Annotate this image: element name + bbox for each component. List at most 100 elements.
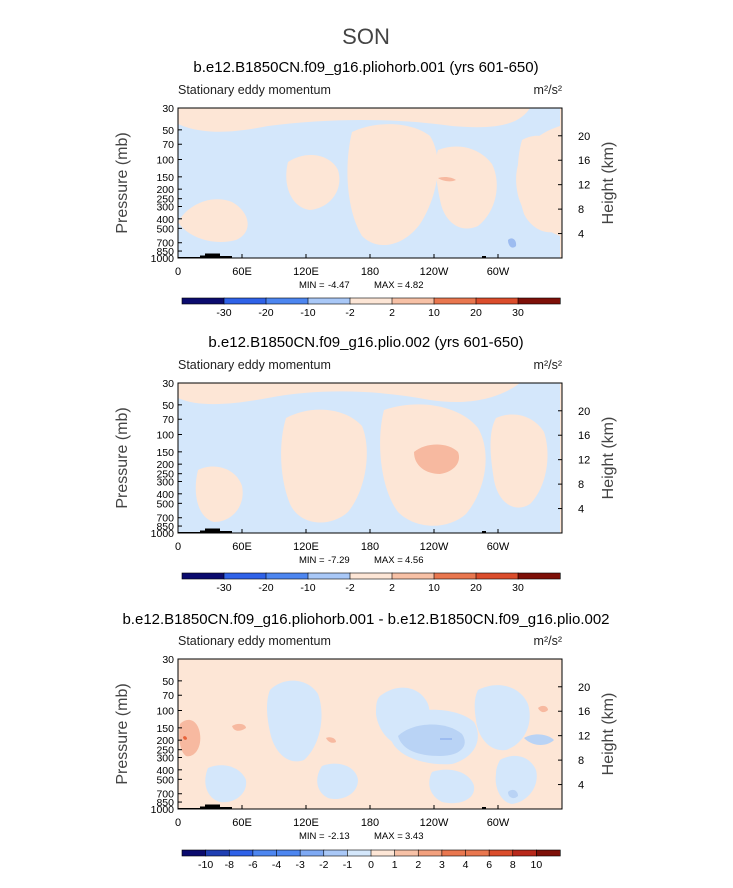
colorbar-bin	[223, 297, 267, 305]
height-tick-label: 8	[578, 204, 584, 216]
contour-field	[178, 659, 560, 809]
y-tick-label: 70	[162, 690, 174, 702]
colorbar-label: 20	[470, 307, 482, 319]
contour-patch-warm	[281, 409, 367, 523]
colorbar-label: -2	[345, 307, 354, 319]
x-tick-label: 0	[175, 817, 181, 829]
contour-patch-warm2	[326, 737, 336, 743]
colorbar-label: 3	[439, 859, 445, 871]
y-tick-label: 850	[156, 797, 174, 809]
colorbar-label: -4	[272, 859, 281, 871]
height-tick-label: 16	[578, 155, 590, 167]
topography	[482, 531, 486, 533]
panel-subtitle: Stationary eddy momentum	[178, 83, 331, 97]
x-tick-label: 180	[361, 817, 379, 829]
panel-units: m²/s²	[534, 634, 562, 648]
contour-patch-cold2	[524, 734, 554, 745]
panel-subtitle: Stationary eddy momentum	[178, 358, 331, 372]
contour-patch-cold2	[398, 724, 465, 756]
contour-field	[178, 383, 560, 533]
contour-patch-cold2	[508, 789, 518, 799]
height-tick-label: 8	[578, 755, 584, 767]
contour-patch-cold	[205, 765, 247, 803]
y-tick-label: 30	[162, 378, 174, 390]
topography	[178, 253, 232, 258]
y-tick-label: 200	[156, 459, 174, 471]
contour-patch-warm2	[232, 723, 246, 731]
panel-1: b.e12.B1850CN.f09_g16.pliohorb.001 (yrs …	[114, 59, 617, 319]
y-tick-label: 700	[156, 238, 174, 250]
colorbar-bin	[512, 849, 537, 857]
height-tick-label: 8	[578, 479, 584, 491]
colorbar-bin	[181, 572, 225, 580]
panel-units: m²/s²	[534, 83, 562, 97]
height-tick-label: 4	[578, 780, 584, 792]
colorbar-label: 2	[389, 582, 395, 594]
x-tick-label: 120W	[420, 541, 449, 553]
colorbar-bin	[417, 849, 443, 857]
colorbar-label: -6	[248, 859, 257, 871]
contour-patch-cold	[317, 763, 358, 800]
contour-patch-warm	[435, 146, 497, 229]
contour-patch-warm	[178, 383, 520, 405]
y-axis-label: Pressure (mb)	[114, 683, 131, 784]
height-tick-label: 20	[578, 406, 590, 418]
colorbar-label: -30	[216, 307, 231, 319]
contour-patch-warm	[178, 199, 248, 242]
height-tick-label: 4	[578, 229, 584, 241]
y-tick-label: 250	[156, 745, 174, 757]
y-tick-label: 1000	[151, 528, 175, 540]
colorbar-label: 10	[428, 582, 440, 594]
colorbar-bin	[391, 572, 435, 580]
contour-patch-warm2	[414, 444, 460, 474]
y-tick-label: 30	[162, 654, 174, 666]
y-tick-label: 150	[156, 447, 174, 459]
y-tick-label: 200	[156, 184, 174, 196]
y-tick-label: 850	[156, 521, 174, 533]
panel-3: b.e12.B1850CN.f09_g16.pliohorb.001 - b.e…	[114, 611, 617, 871]
y-tick-label: 400	[156, 765, 174, 777]
x-tick-label: 120E	[293, 266, 319, 278]
contour-patch-warm4	[183, 736, 187, 740]
colorbar-bin	[299, 849, 325, 857]
x-tick-label: 60W	[487, 266, 510, 278]
y-tick-label: 100	[156, 155, 174, 167]
x-tick-label: 60E	[232, 266, 252, 278]
colorbar-bin	[475, 297, 519, 305]
colorbar-label: -1	[343, 859, 352, 871]
y-axis-label: Pressure (mb)	[114, 407, 131, 508]
stats-min-label: MIN =	[299, 555, 325, 566]
colorbar-bin	[307, 297, 351, 305]
colorbar-bin	[465, 849, 490, 857]
colorbar-label: 8	[510, 859, 516, 871]
season-title: SON	[342, 24, 390, 49]
colorbar-label: -3	[295, 859, 304, 871]
y-tick-label: 250	[156, 469, 174, 481]
y-tick-label: 500	[156, 223, 174, 235]
height-tick-label: 16	[578, 706, 590, 718]
y-tick-label: 70	[162, 139, 174, 151]
height-tick-label: 4	[578, 504, 584, 516]
y-tick-label: 300	[156, 201, 174, 213]
colorbar-bin	[265, 572, 309, 580]
y-tick-label: 400	[156, 214, 174, 226]
colorbar-bin	[433, 572, 477, 580]
colorbar-label: -20	[258, 307, 273, 319]
colorbar-label: -2	[345, 582, 354, 594]
colorbar-bin	[475, 572, 519, 580]
y-tick-label: 150	[156, 172, 174, 184]
colorbar-bin	[517, 572, 561, 580]
x-tick-label: 0	[175, 266, 181, 278]
x-tick-label: 60E	[232, 817, 252, 829]
contour-patch-warm2	[179, 719, 201, 757]
colorbar-label: 10	[531, 859, 543, 871]
y-tick-label: 100	[156, 706, 174, 718]
colorbar-bin	[370, 849, 396, 857]
colorbar-bin	[488, 849, 514, 857]
colorbar-bin	[223, 572, 267, 580]
colorbar-label: -2	[319, 859, 328, 871]
panel-units: m²/s²	[534, 358, 562, 372]
stats-min-value: -2.13	[328, 831, 350, 842]
colorbar-label: 30	[512, 582, 524, 594]
